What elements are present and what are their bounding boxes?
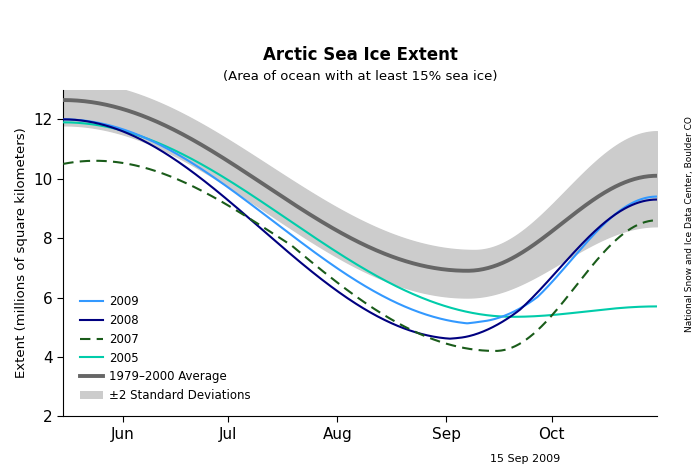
Text: 15 Sep 2009: 15 Sep 2009 xyxy=(490,454,560,464)
Text: (Area of ocean with at least 15% sea ice): (Area of ocean with at least 15% sea ice… xyxy=(223,70,498,83)
Y-axis label: Extent (millions of square kilometers): Extent (millions of square kilometers) xyxy=(15,128,28,378)
Text: National Snow and Ice Data Center, Boulder CO: National Snow and Ice Data Center, Bould… xyxy=(685,116,694,332)
Legend: 2009, 2008, 2007, 2005, 1979–2000 Average, ±2 Standard Deviations: 2009, 2008, 2007, 2005, 1979–2000 Averag… xyxy=(75,290,256,407)
Text: Arctic Sea Ice Extent: Arctic Sea Ice Extent xyxy=(262,46,458,63)
